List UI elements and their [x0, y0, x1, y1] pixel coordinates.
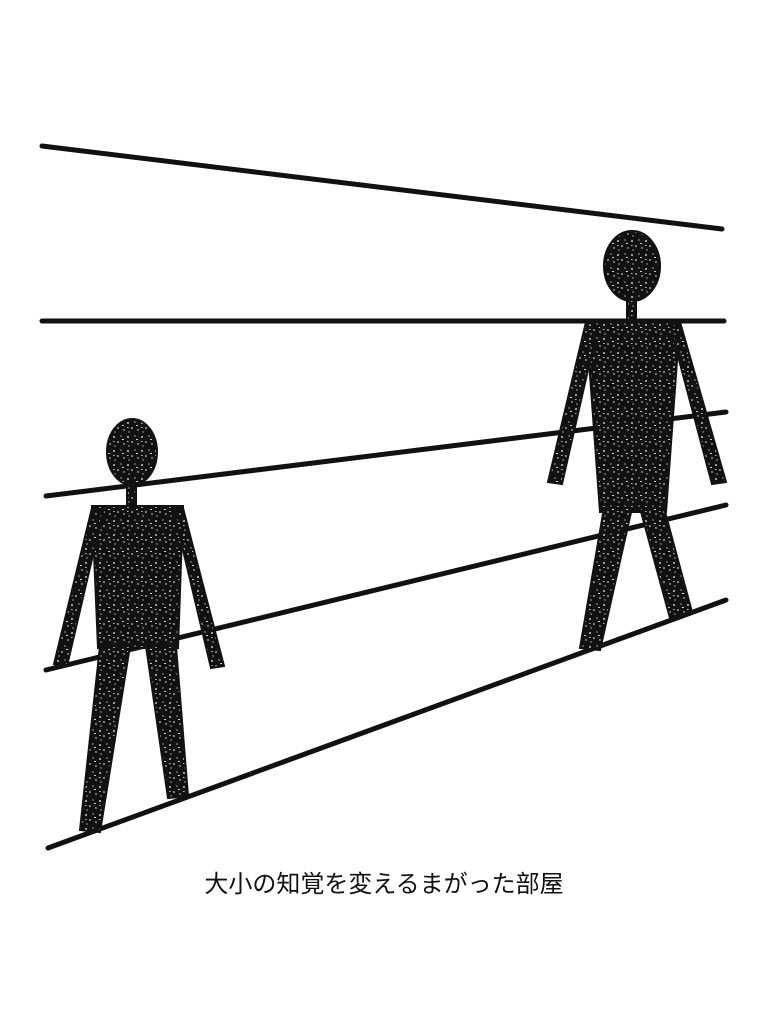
small-figure-torso	[90, 505, 185, 649]
small-figure-right-arm	[172, 506, 226, 670]
large-figure-right-leg	[638, 507, 694, 620]
small-figure-head	[106, 418, 158, 486]
small-figure-neck	[126, 483, 137, 509]
figure-caption: 大小の知覚を変えるまがった部屋	[204, 870, 564, 898]
large-figure-head	[603, 230, 661, 302]
large-figure-neck	[626, 299, 637, 323]
ceiling-line	[39, 143, 725, 232]
small-figure-left-leg	[78, 645, 132, 834]
small-figure-left-arm	[52, 506, 105, 668]
large-figure-left-arm	[546, 320, 600, 486]
large-figure-torso	[584, 319, 682, 513]
small-figure-right-leg	[144, 645, 190, 800]
small-figure	[52, 418, 226, 834]
large-figure-right-arm	[668, 320, 728, 486]
large-figure-left-leg	[578, 507, 634, 652]
large-figure	[546, 230, 728, 652]
floor-line	[45, 597, 729, 851]
